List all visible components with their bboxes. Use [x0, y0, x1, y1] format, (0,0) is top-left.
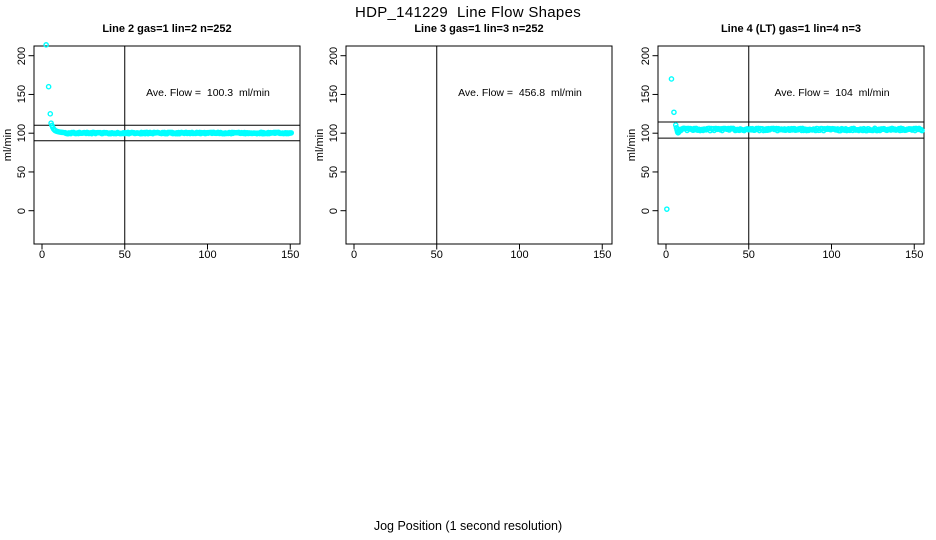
plot-box	[657, 45, 925, 245]
subplot-title: Line 4 (LT) gas=1 lin=4 n=3	[720, 23, 862, 35]
data-point	[672, 122, 679, 128]
y-tick-label: 50	[16, 165, 28, 179]
x-tick-label: 50	[742, 249, 755, 261]
x-tick-label: 0	[38, 249, 46, 261]
data-point	[671, 109, 677, 116]
x-tick-label: 50	[118, 249, 131, 261]
ave-flow-annotation: Ave. Flow = 104 ml/min	[774, 87, 890, 99]
x-tick-label: 150	[593, 249, 612, 261]
y-tick-label: 150	[16, 85, 28, 104]
y-tick-label: 150	[328, 85, 340, 104]
y-tick-label: 100	[16, 124, 28, 143]
data-point	[43, 42, 49, 48]
data-point	[45, 83, 52, 90]
y-tick-label: 200	[640, 46, 652, 65]
plot-box	[33, 45, 301, 245]
x-tick-label: 150	[905, 249, 924, 261]
x-tick-label: 100	[822, 249, 841, 261]
ave-flow-annotation: Ave. Flow = 100.3 ml/min	[146, 87, 270, 99]
data-point	[664, 206, 670, 212]
y-tick-label: 150	[640, 85, 652, 104]
subplot-title: Line 3 gas=1 lin=3 n=252	[414, 23, 544, 35]
x-tick-label: 100	[198, 249, 217, 261]
y-axis-label: ml/min	[2, 128, 14, 162]
y-tick-label: 0	[328, 207, 340, 214]
ave-flow-annotation: Ave. Flow = 456.8 ml/min	[458, 87, 582, 99]
plot-canvas	[652, 45, 925, 250]
data-point	[668, 76, 675, 82]
y-axis-label: ml/min	[314, 128, 326, 162]
y-tick-label: 200	[328, 46, 340, 65]
x-tick-label: 100	[510, 249, 529, 261]
y-tick-label: 50	[328, 165, 340, 179]
figure-main-title: HDP_141229 Line Flow Shapes	[354, 4, 582, 21]
y-tick-label: 100	[640, 124, 652, 143]
x-tick-label: 0	[350, 249, 358, 261]
plot-canvas	[28, 42, 301, 250]
x-tick-label: 50	[430, 249, 443, 261]
y-tick-label: 0	[640, 207, 652, 214]
x-tick-label: 0	[662, 249, 670, 261]
y-tick-label: 100	[328, 124, 340, 143]
subplot-title: Line 2 gas=1 lin=2 n=252	[102, 23, 232, 35]
x-axis-label: Jog Position (1 second resolution)	[373, 519, 563, 533]
plot-box	[345, 45, 613, 245]
data-point	[919, 127, 925, 134]
data-point	[288, 130, 295, 136]
y-axis-label: ml/min	[626, 128, 638, 162]
plot-canvas	[340, 45, 613, 250]
data-point	[47, 111, 54, 117]
y-tick-label: 200	[16, 46, 28, 65]
y-tick-label: 0	[16, 207, 28, 214]
y-tick-label: 50	[640, 165, 652, 179]
x-tick-label: 150	[281, 249, 300, 261]
